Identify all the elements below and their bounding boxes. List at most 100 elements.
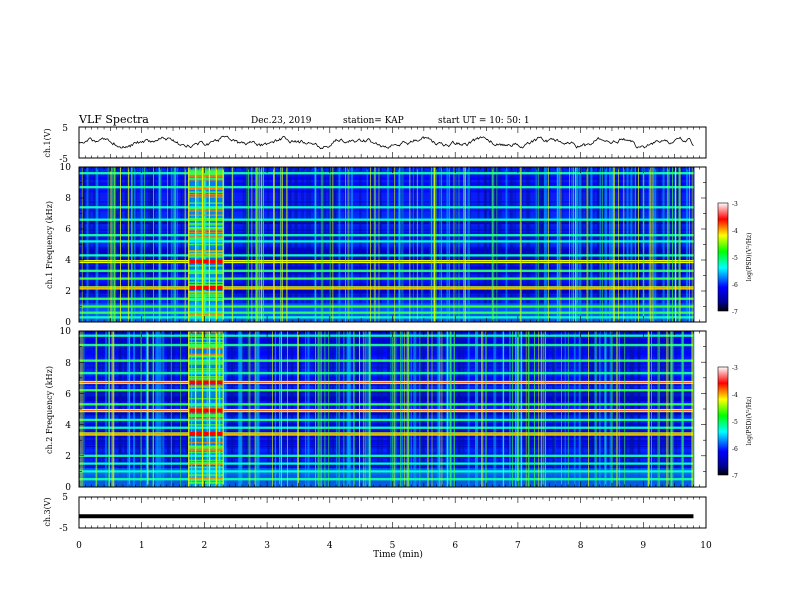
noise-column [139, 167, 141, 322]
noise-column [693, 167, 695, 322]
noise-column [601, 167, 605, 322]
noise-column [116, 167, 120, 322]
noise-band [79, 383, 694, 385]
noise-column [635, 167, 638, 322]
highlight-strong-band [188, 285, 224, 290]
noise-column [289, 167, 292, 322]
ch1-ytick-bottom: -5 [59, 155, 68, 165]
highlight-band [188, 217, 224, 220]
ch2-cb-tick-3: -3 [732, 365, 738, 372]
highlight-band [188, 474, 224, 476]
noise-column [581, 167, 584, 322]
highlight-band [188, 341, 224, 344]
noise-column [558, 167, 561, 322]
highlight-band [188, 353, 224, 356]
highlight-band [188, 227, 224, 229]
low-freq-region [79, 468, 694, 487]
ch3-ytick-top: 5 [62, 493, 68, 503]
station-label: station= KAP [343, 116, 404, 126]
ch1-cb-tick-4: -4 [732, 228, 738, 235]
start-time-label: start UT = 10: 50: 1 [438, 116, 530, 126]
highlight-band [188, 291, 224, 293]
noise-column [167, 167, 170, 322]
noise-column [587, 167, 591, 322]
noise-column [251, 167, 254, 322]
noise-band [79, 262, 694, 267]
noise-column [675, 167, 678, 322]
x-tick-label: 3 [264, 541, 270, 551]
noise-column [323, 167, 327, 322]
noise-column [604, 167, 608, 322]
highlight-band [188, 335, 224, 338]
highlight-band [188, 441, 224, 444]
x-tick-label: 0 [76, 541, 82, 551]
noise-band [79, 293, 694, 298]
noise-column [637, 167, 641, 322]
noise-column [544, 167, 547, 322]
ch1-cb-tick-5: -5 [732, 255, 738, 262]
noise-column [585, 167, 589, 322]
noise-column [294, 167, 297, 322]
highlight-band [188, 243, 224, 246]
highlight-band [188, 377, 224, 380]
x-tick-label: 10 [700, 541, 712, 551]
noise-column [577, 167, 579, 322]
highlight-band [188, 407, 224, 409]
highlight-band [188, 413, 224, 416]
ch2-ytick-6: 6 [65, 390, 71, 400]
ch2-spectrogram-image [79, 331, 695, 487]
highlight-band [188, 186, 224, 188]
highlight-band [188, 222, 224, 225]
noise-column [612, 167, 615, 322]
noise-column [412, 167, 415, 322]
ch1-cb-tick-7: -7 [732, 309, 738, 316]
figure-title: VLF Spectra [78, 113, 149, 126]
highlight-band [188, 448, 224, 450]
noise-column [256, 167, 260, 322]
noise-column [394, 167, 396, 322]
noise-column [168, 167, 172, 322]
ch2-cb-tick-5: -5 [732, 419, 738, 426]
ch1-waveform-panel: 5 -5 ch.1(V) [43, 124, 707, 165]
noise-column [152, 167, 156, 322]
noise-column [570, 167, 573, 322]
noise-column [548, 167, 551, 322]
ch2-ytick-0: 0 [65, 483, 71, 493]
noise-band [79, 404, 694, 412]
highlight-band [188, 188, 224, 190]
noise-column [421, 167, 424, 322]
noise-column [607, 167, 609, 322]
highlight-band [188, 265, 224, 267]
noise-column [115, 167, 117, 322]
ch1-spectrogram-panel: 0 2 4 6 8 10 ch.1 Frequency (kHz) [45, 163, 707, 328]
noise-column [308, 167, 312, 322]
noise-column [521, 167, 524, 322]
noise-column [498, 167, 502, 322]
noise-column [92, 167, 96, 322]
highlight-band [188, 338, 224, 340]
noise-column [483, 167, 487, 322]
highlight-band [188, 272, 224, 274]
highlight-band [188, 344, 224, 346]
noise-column [431, 167, 434, 322]
x-tick-label: 4 [327, 541, 333, 551]
noise-band [79, 412, 694, 416]
noise-column [306, 167, 308, 322]
noise-column [620, 167, 622, 322]
highlight-band [188, 451, 224, 454]
noise-column [371, 167, 375, 322]
noise-column [651, 167, 653, 322]
noise-column [228, 167, 231, 322]
noise-column [149, 167, 151, 322]
noise-column [599, 167, 602, 322]
noise-column [158, 167, 161, 322]
x-tick-label: 1 [139, 541, 145, 551]
noise-band [79, 436, 694, 439]
noise-column [463, 167, 465, 322]
ch1-colorbar: -3 -4 -5 -6 -7 log(PSD)(V²/Hz) [717, 201, 753, 316]
noise-column [578, 167, 582, 322]
noise-column [454, 167, 457, 322]
noise-band [79, 182, 694, 186]
highlight-band [188, 237, 224, 239]
x-tick-label: 6 [452, 541, 458, 551]
